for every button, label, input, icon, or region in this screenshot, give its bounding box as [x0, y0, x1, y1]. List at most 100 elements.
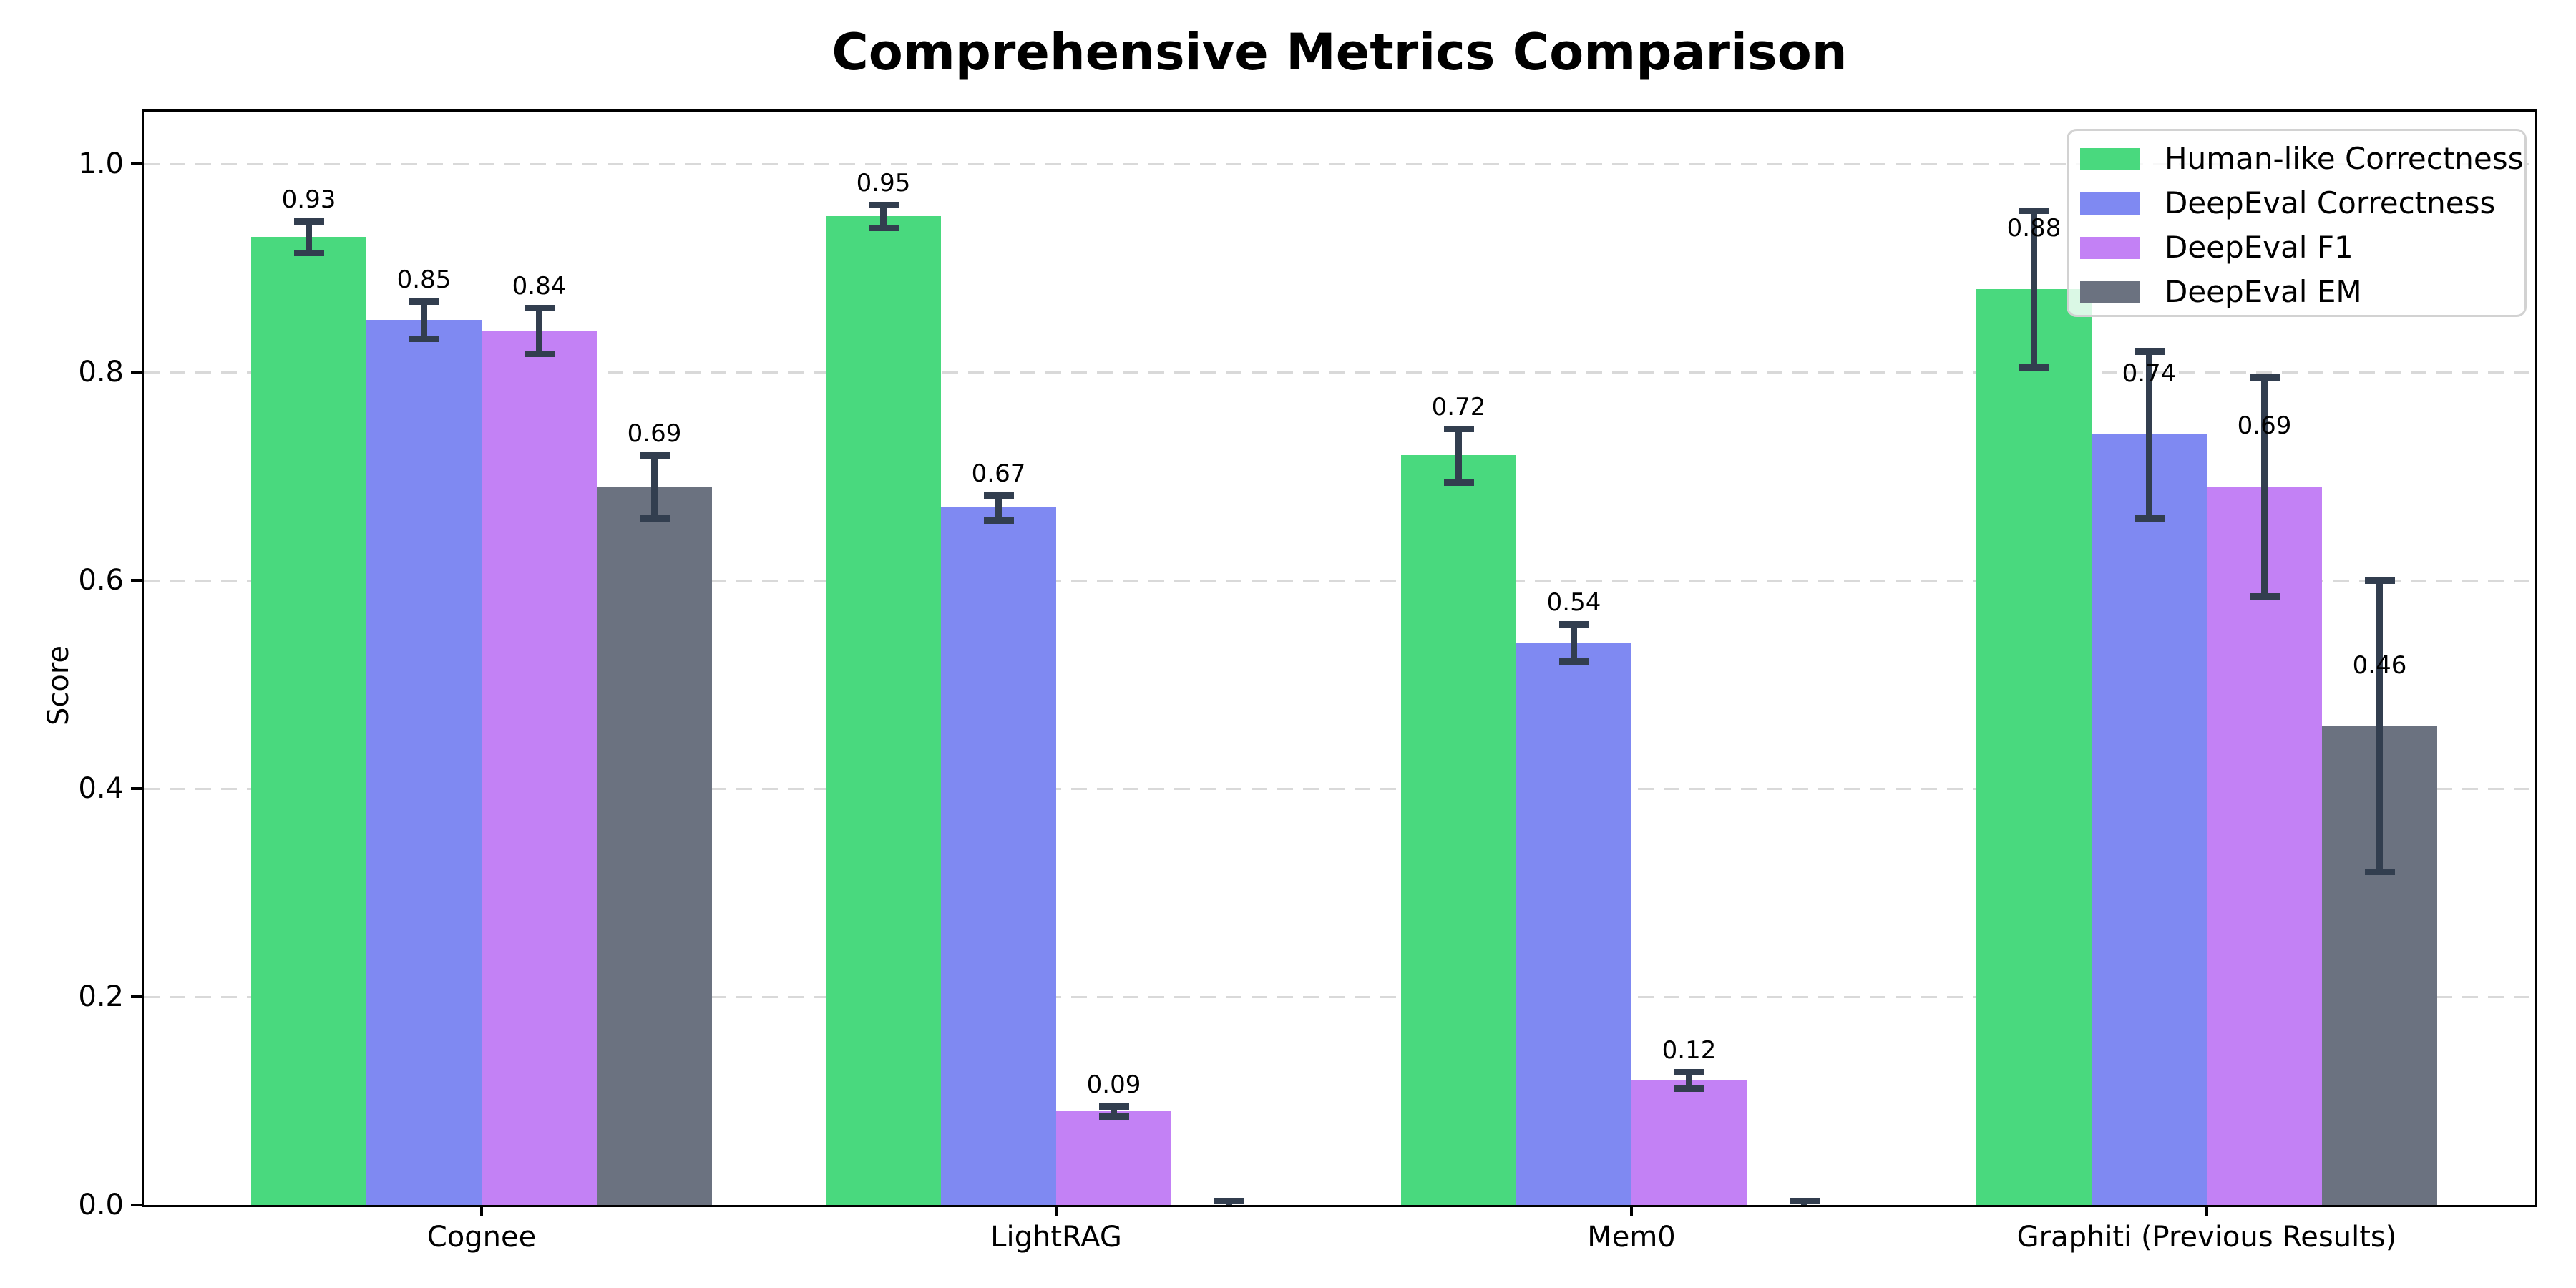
error-bar-cap-bottom: [409, 336, 439, 343]
y-tick-mark: [131, 579, 142, 582]
gridline: [144, 163, 2535, 165]
bar: [941, 507, 1056, 1205]
error-bar-cap-bottom: [2364, 869, 2395, 876]
x-tick-mark: [480, 1205, 483, 1216]
value-label: 0.74: [2122, 359, 2177, 389]
error-bar: [421, 301, 427, 339]
gridline: [144, 788, 2535, 790]
value-label: 0.69: [627, 419, 682, 449]
bar: [1056, 1111, 1171, 1205]
error-bar-cap-bottom: [1674, 1085, 1704, 1093]
legend-label: DeepEval EM: [2165, 274, 2362, 309]
bar: [1631, 1080, 1747, 1205]
value-label: 0.54: [1546, 588, 1601, 618]
bar: [597, 487, 712, 1205]
error-bar-cap-top: [2134, 348, 2165, 355]
chart-title: Comprehensive Metrics Comparison: [831, 23, 1848, 82]
y-tick-mark: [131, 371, 142, 374]
error-bar-cap-bottom: [1443, 479, 1474, 487]
error-bar-cap-top: [1674, 1068, 1704, 1075]
error-bar: [306, 221, 312, 253]
legend-label: Human-like Correctness: [2165, 141, 2524, 176]
error-bar: [1686, 1071, 1692, 1089]
error-bar-cap-top: [293, 218, 324, 225]
error-bar: [2376, 580, 2383, 872]
gridline: [144, 580, 2535, 582]
error-bar: [1455, 428, 1462, 483]
value-label: 0.72: [1431, 392, 1486, 421]
y-tick-mark: [131, 162, 142, 165]
y-tick-label: 0.6: [78, 564, 124, 597]
bar: [251, 236, 366, 1205]
bar: [1516, 643, 1631, 1205]
gridline: [144, 996, 2535, 998]
error-bar-cap-bottom: [1558, 658, 1589, 665]
y-tick-label: 0.2: [78, 980, 124, 1013]
bar: [1401, 455, 1516, 1205]
error-bar-cap-bottom: [293, 249, 324, 256]
error-bar-cap-top: [2364, 577, 2395, 584]
error-bar: [1111, 1106, 1117, 1117]
error-bar-cap-bottom: [639, 514, 670, 522]
error-bar: [2031, 210, 2037, 367]
x-tick-mark: [1055, 1205, 1058, 1216]
error-bar-cap-top: [2249, 374, 2280, 381]
x-tick-mark: [1630, 1205, 1633, 1216]
legend-item: DeepEval EM: [2069, 270, 2524, 314]
y-tick-label: 0.0: [78, 1189, 124, 1221]
legend: Human-like Correctness DeepEval Correctne…: [2067, 129, 2527, 317]
bar: [482, 330, 597, 1205]
error-bar: [880, 204, 887, 228]
x-tick-label: Mem0: [1587, 1221, 1676, 1254]
bar: [1976, 288, 2092, 1205]
plot-area: 0.93 0.95 0.72 0.88 0.85 0.67 0.54 0.74 0.84 0.09…: [144, 112, 2535, 1205]
y-tick-mark: [131, 995, 142, 998]
gridline: [144, 371, 2535, 374]
y-axis-label: Score: [42, 645, 75, 726]
bar: [826, 215, 941, 1205]
legend-swatch: [2080, 281, 2140, 303]
axes-frame: [142, 109, 2537, 1207]
error-bar-cap-bottom: [2019, 364, 2049, 371]
legend-swatch: [2080, 148, 2140, 170]
value-label: 0.93: [281, 185, 336, 215]
legend-item: DeepEval F1: [2069, 225, 2524, 270]
error-bar-cap-top: [983, 492, 1014, 499]
value-label: 0.84: [512, 271, 567, 301]
x-tick-label: Graphiti (Previous Results): [2016, 1221, 2397, 1254]
error-bar-cap-top: [639, 452, 670, 459]
bar: [2092, 434, 2207, 1205]
error-bar-cap-bottom: [1098, 1113, 1129, 1121]
error-bar-cap-bottom: [983, 517, 1014, 524]
legend-item: DeepEval Correctness: [2069, 181, 2524, 225]
y-tick-label: 0.4: [78, 772, 124, 805]
legend-label: DeepEval F1: [2165, 230, 2353, 265]
error-bar-cap-top: [1098, 1103, 1129, 1110]
value-label: 0.95: [856, 168, 911, 197]
error-bar-cap-top: [1214, 1198, 1244, 1205]
error-bar-cap-top: [524, 304, 555, 311]
x-tick-mark: [2205, 1205, 2208, 1216]
y-tick-mark: [131, 787, 142, 790]
error-bar-cap-bottom: [524, 350, 555, 357]
error-bar-cap-top: [1789, 1198, 1820, 1205]
error-bar: [536, 307, 542, 353]
legend-swatch: [2080, 192, 2140, 215]
error-bar-cap-bottom: [2134, 514, 2165, 522]
y-tick-label: 0.8: [78, 356, 124, 389]
value-label: 0.67: [971, 459, 1026, 488]
error-bar-cap-top: [868, 201, 899, 208]
legend-label: DeepEval Correctness: [2165, 185, 2496, 220]
legend-item: Human-like Correctness: [2069, 137, 2524, 181]
legend-swatch: [2080, 237, 2140, 259]
value-label: 0.09: [1086, 1070, 1141, 1099]
error-bar: [2146, 351, 2152, 518]
error-bar: [651, 455, 658, 518]
y-tick-mark: [131, 1204, 142, 1206]
value-label: 0.46: [2352, 650, 2407, 680]
bar: [2207, 487, 2322, 1205]
value-label: 0.69: [2237, 411, 2292, 441]
value-label: 0.85: [396, 265, 452, 295]
error-bar: [995, 494, 1002, 520]
